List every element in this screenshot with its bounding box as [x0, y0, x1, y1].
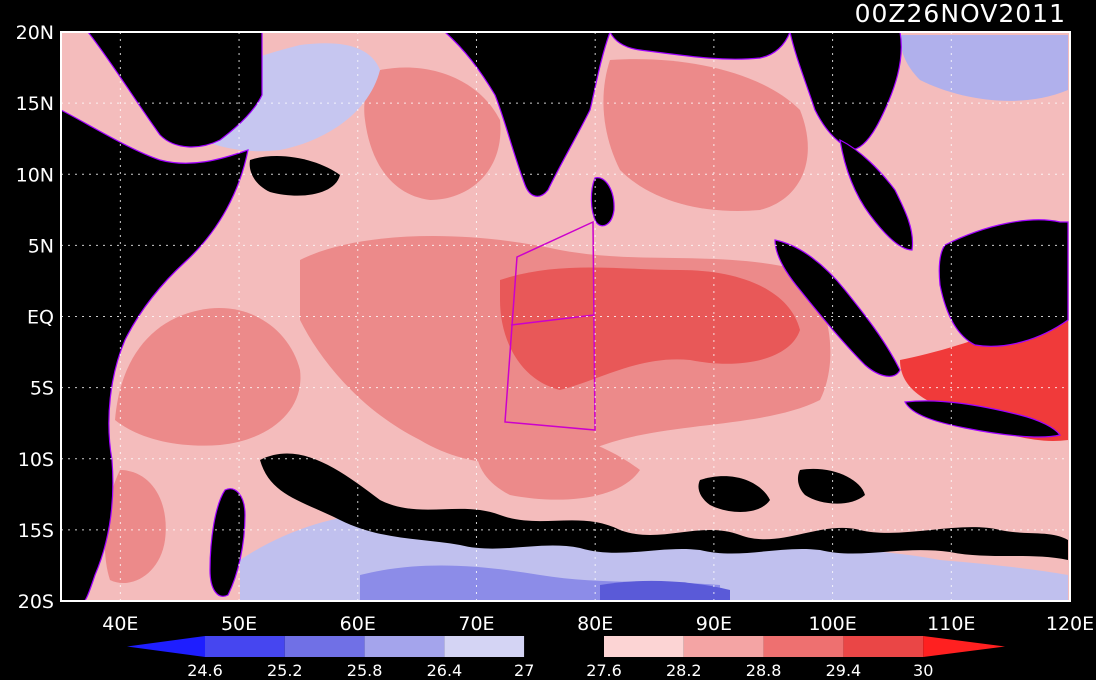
colorbar	[127, 636, 1005, 657]
land-masses	[60, 31, 1069, 602]
land-india	[443, 31, 611, 197]
grid-lines	[61, 32, 1070, 601]
band-27-east2	[797, 468, 865, 504]
colorbar-swatch	[843, 636, 924, 657]
warm-patch-west	[115, 308, 301, 446]
band-27-northwest	[249, 155, 340, 196]
longitude-labels: 40E 50E 60E 70E 80E 90E 100E 110E 120E	[102, 613, 1094, 635]
land-africa	[60, 109, 249, 602]
warm-patch-south	[476, 427, 640, 500]
lon-label: 40E	[102, 613, 138, 635]
lon-label: 90E	[696, 613, 732, 635]
lat-label: 15S	[18, 520, 54, 542]
colorbar-tick-label: 27	[514, 661, 534, 680]
hot-patch-central	[500, 267, 800, 390]
land-sri-lanka	[590, 177, 615, 227]
cool-patch-northeast	[900, 35, 1068, 101]
lon-label: 60E	[340, 613, 376, 635]
colorbar-tick-label: 30	[913, 661, 933, 680]
lat-label: 20N	[16, 22, 54, 44]
land-malay-peninsula	[839, 138, 914, 251]
lat-label: 10S	[18, 449, 54, 471]
colorbar-tick-label: 25.8	[347, 661, 383, 680]
colorbar-tick-label: 26.4	[427, 661, 463, 680]
colorbar-swatch	[205, 636, 285, 657]
band-27-south	[260, 453, 1068, 560]
warm-patch-bay	[603, 59, 808, 211]
lat-label: EQ	[27, 307, 54, 329]
band-27-east	[698, 476, 770, 512]
land-sumatra	[774, 239, 901, 377]
lon-label: 70E	[458, 613, 494, 635]
colorbar-swatch	[364, 636, 445, 657]
colorbar-tick-label: 24.6	[187, 661, 223, 680]
coldest-patch-south	[600, 580, 730, 601]
study-region-outline	[504, 220, 596, 431]
lat-label: 20S	[18, 591, 54, 613]
colorbar-tick-label: 25.2	[267, 661, 303, 680]
lon-label: 100E	[808, 613, 856, 635]
colorbar-tick-label: 29.4	[826, 661, 862, 680]
warm-patch-arabian	[364, 67, 501, 200]
land-bengal-north	[609, 31, 791, 60]
lat-label: 5S	[30, 378, 54, 400]
lat-label: 15N	[16, 93, 54, 115]
colorbar-labels: 24.6 25.2 25.8 26.4 27 27.6 28.2 28.8 29.4 30	[187, 661, 933, 680]
land-madagascar	[209, 488, 246, 597]
colorbar-swatch	[683, 636, 764, 657]
lon-label: 120E	[1046, 613, 1094, 635]
colorbar-swatch	[604, 636, 684, 657]
colorbar-tick-label: 28.2	[666, 661, 702, 680]
colorbar-tick-label: 27.6	[586, 661, 622, 680]
lon-label: 80E	[577, 613, 613, 635]
warm-patch-southwest	[104, 470, 166, 584]
map-title: 00Z26NOV2011	[855, 0, 1066, 28]
colorbar-swatch	[524, 636, 604, 657]
colorbar-swatch	[444, 636, 525, 657]
land-borneo	[938, 219, 1069, 347]
map-plot-area	[60, 31, 1071, 602]
colorbar-swatch	[763, 636, 844, 657]
lat-label: 5N	[28, 235, 54, 257]
lon-label: 50E	[221, 613, 257, 635]
map-frame	[60, 31, 1071, 602]
sst-field	[104, 35, 1068, 601]
colorbar-swatch	[284, 636, 365, 657]
land-java	[904, 400, 1062, 438]
colorbar-tick-label: 28.8	[746, 661, 782, 680]
lat-label: 10N	[16, 164, 54, 186]
colorbar-arrow-low	[127, 636, 205, 657]
colorbar-arrow-high	[923, 636, 1005, 657]
lon-label: 110E	[927, 613, 975, 635]
latitude-labels: 20N 15N 10N 5N EQ 5S 10S 15S 20S	[16, 22, 54, 613]
